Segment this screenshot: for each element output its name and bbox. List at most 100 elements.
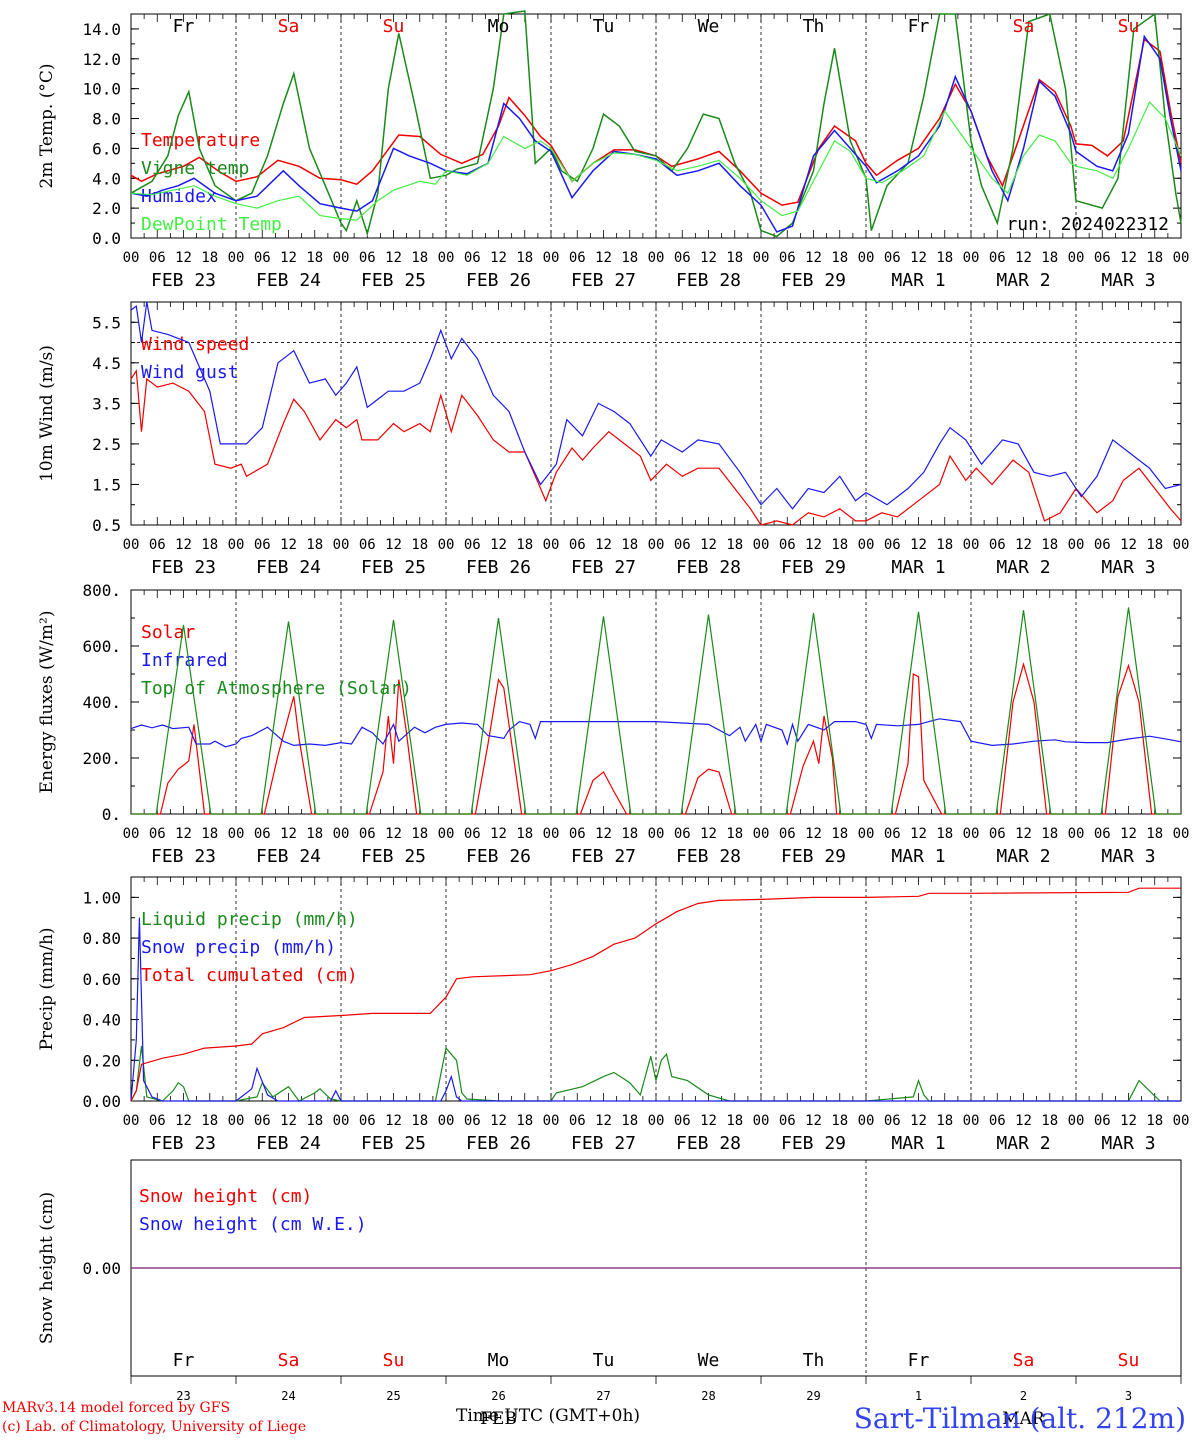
hour-tick-label: 00	[543, 826, 560, 842]
hour-tick-label: 18	[516, 826, 533, 842]
hour-tick-label: 18	[621, 1113, 638, 1129]
hour-tick-label: 06	[1094, 1113, 1111, 1129]
hour-tick-label: 06	[779, 1113, 796, 1129]
hour-tick-label: 12	[280, 1113, 297, 1129]
hour-tick-label: 12	[595, 537, 612, 553]
hour-tick-label: 06	[149, 1113, 166, 1129]
y-tick-label: 2.5	[92, 435, 121, 454]
hour-tick-label: 06	[674, 826, 691, 842]
panel-5: 0.00 Snow height (cm) Snow height (cm) Snow…	[37, 1159, 1182, 1429]
y-axis-label: Snow height (cm)	[37, 1192, 57, 1344]
hour-tick-label: 06	[254, 537, 271, 553]
day-number-label: 24	[281, 1389, 295, 1403]
weekday-label: Su	[1118, 16, 1140, 37]
hour-tick-label: 06	[884, 537, 901, 553]
hour-tick-label: 00	[543, 1113, 560, 1129]
day-number-label: 28	[701, 1389, 715, 1403]
y-tick-label: 8.0	[92, 110, 121, 129]
hour-tick-label: 12	[805, 826, 822, 842]
date-label: MAR 1	[891, 1133, 945, 1154]
series-line-total-cumulated-cm-	[130, 887, 1181, 1102]
hour-tick-label: 18	[201, 537, 218, 553]
hour-tick-label: 18	[726, 1113, 743, 1129]
hour-tick-label: 18	[411, 826, 428, 842]
weekday-label: Mo	[488, 16, 510, 37]
hour-tick-label: 12	[910, 250, 927, 266]
hour-tick-label: 18	[201, 250, 218, 266]
legend-entry: Humidex	[141, 186, 217, 207]
month-label: MAR	[1002, 1409, 1046, 1429]
hour-tick-label: 12	[385, 250, 402, 266]
panel-4: 0.00 0.20 0.40 0.60 0.80 1.00 Precip (mm/h) Liq…	[37, 876, 1189, 1154]
series-line-vigne-temp	[130, 10, 1182, 238]
date-label: FEB 26	[466, 557, 531, 578]
y-tick-label: 600.	[82, 637, 121, 656]
weekday-label: Fr	[908, 1350, 930, 1371]
y-tick-label: 0.00	[82, 1092, 121, 1111]
hour-tick-label: 06	[674, 1113, 691, 1129]
hour-tick-label: 00	[963, 537, 980, 553]
hour-tick-label: 06	[779, 826, 796, 842]
date-label: FEB 29	[781, 270, 846, 291]
weekday-label: Su	[383, 16, 405, 37]
date-label: FEB 23	[151, 557, 216, 578]
hour-tick-label: 12	[280, 250, 297, 266]
hour-tick-label: 18	[411, 537, 428, 553]
hour-tick-label: 06	[464, 250, 481, 266]
hour-tick-label: 00	[543, 250, 560, 266]
hour-tick-label: 18	[726, 826, 743, 842]
y-tick-label: 0.20	[82, 1051, 121, 1070]
hour-tick-label: 00	[1068, 250, 1085, 266]
hour-tick-label: 06	[359, 1113, 376, 1129]
hour-tick-label: 18	[306, 537, 323, 553]
hour-tick-label: 06	[359, 826, 376, 842]
hour-tick-label: 00	[333, 1113, 350, 1129]
hour-tick-label: 12	[1015, 250, 1032, 266]
y-axis-label: 2m Temp. (°C)	[37, 63, 57, 188]
hour-tick-label: 06	[674, 250, 691, 266]
hour-tick-label: 00	[963, 1113, 980, 1129]
legend-entry: Temperature	[141, 130, 260, 151]
hour-tick-label: 06	[569, 250, 586, 266]
hour-tick-label: 06	[149, 826, 166, 842]
panel-2: 0.5 1.5 2.5 3.5 4.5 5.5 10m Wind (m/s) Wind spe…	[37, 301, 1189, 578]
y-tick-label: 4.5	[92, 354, 121, 373]
hour-tick-label: 18	[831, 826, 848, 842]
hour-tick-label: 18	[306, 1113, 323, 1129]
hour-tick-label: 12	[175, 826, 192, 842]
hour-tick-label: 18	[306, 826, 323, 842]
weekday-label: Su	[1118, 1350, 1140, 1371]
hour-tick-label: 06	[464, 537, 481, 553]
y-tick-label: 5.5	[92, 313, 121, 332]
date-label: FEB 27	[571, 270, 636, 291]
hour-tick-label: 12	[910, 537, 927, 553]
hour-tick-label: 00	[858, 250, 875, 266]
lab-credit: (c) Lab. of Climatology, University of L…	[2, 1419, 307, 1435]
day-number-label: 1	[915, 1389, 922, 1403]
date-label: FEB 28	[676, 1133, 741, 1154]
hour-tick-label: 12	[910, 826, 927, 842]
date-label: MAR 3	[1101, 1133, 1155, 1154]
hour-tick-label: 18	[1146, 826, 1163, 842]
day-number-label: 27	[596, 1389, 610, 1403]
hour-tick-label: 00	[1068, 537, 1085, 553]
hour-tick-label: 00	[333, 250, 350, 266]
hour-tick-label: 00	[438, 537, 455, 553]
legend-entry: Snow height (cm)	[139, 1186, 312, 1207]
legend-entry: Snow height (cm W.E.)	[139, 1214, 367, 1235]
date-label: FEB 29	[781, 557, 846, 578]
weekday-label: We	[698, 16, 720, 37]
weekday-label: Tu	[593, 1350, 615, 1371]
model-credit: MARv3.14 model forced by GFS	[2, 1400, 231, 1416]
hour-tick-label: 00	[1068, 826, 1085, 842]
hour-tick-label: 12	[1120, 537, 1137, 553]
hour-tick-label: 00	[753, 826, 770, 842]
hour-tick-label: 12	[595, 250, 612, 266]
weekday-label: Th	[803, 16, 825, 37]
hour-tick-label: 06	[1094, 826, 1111, 842]
y-tick-label: 800.	[82, 581, 121, 600]
weekday-label: Mo	[488, 1350, 510, 1371]
y-tick-label: 0.60	[82, 970, 121, 989]
weekday-label: Sa	[278, 1350, 300, 1371]
